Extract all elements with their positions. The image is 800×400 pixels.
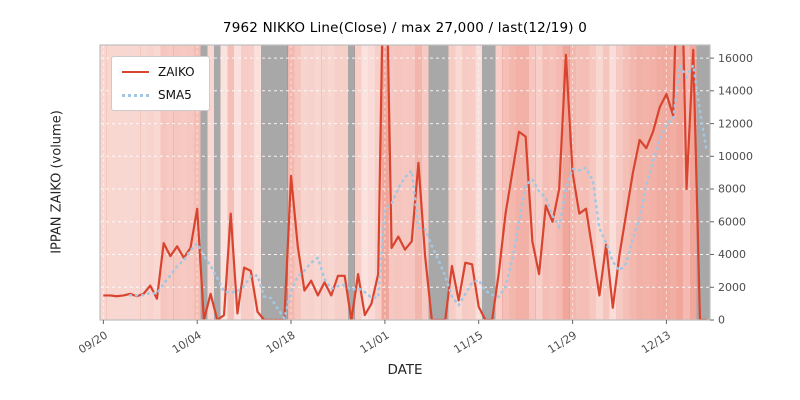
svg-text:09/20: 09/20 — [76, 329, 110, 357]
x-axis-label: DATE — [387, 362, 423, 378]
plot-spine — [99, 44, 711, 321]
svg-text:4000: 4000 — [718, 248, 746, 261]
svg-text:2000: 2000 — [718, 281, 746, 294]
chart-title: 7962 NIKKO Line(Close) / max 27,000 / la… — [222, 20, 588, 36]
svg-text:12000: 12000 — [718, 117, 753, 130]
y-axis-label: IPPAN ZAIKO (volume) — [49, 110, 65, 254]
legend-item-zaiko: ZAIKO — [122, 65, 195, 79]
legend-label-sma5: SMA5 — [158, 88, 192, 102]
svg-text:11/01: 11/01 — [358, 329, 392, 357]
zaiko-line-sample-icon — [122, 71, 149, 73]
svg-text:10/18: 10/18 — [264, 329, 298, 357]
svg-text:11/15: 11/15 — [452, 329, 486, 357]
series-lines — [103, 45, 708, 320]
svg-text:0: 0 — [718, 314, 725, 327]
svg-text:11/29: 11/29 — [545, 329, 579, 357]
svg-text:14000: 14000 — [718, 85, 753, 98]
legend-label-zaiko: ZAIKO — [158, 65, 195, 79]
legend-item-sma5: SMA5 — [122, 88, 195, 102]
svg-text:16000: 16000 — [718, 52, 753, 65]
zaiko-line — [103, 45, 707, 320]
x-axis: 09/20 10/04 10/18 11/01 11/15 11/29 12/13 — [76, 320, 673, 356]
legend: ZAIKO SMA5 — [111, 56, 210, 111]
sma5-line-sample-icon — [122, 93, 149, 97]
svg-text:10/04: 10/04 — [170, 329, 204, 357]
svg-text:8000: 8000 — [718, 183, 746, 196]
svg-text:12/13: 12/13 — [639, 329, 673, 357]
gridlines — [100, 45, 710, 321]
y-axis: 0 2000 4000 6000 8000 10000 12000 14000 16000 — [710, 52, 753, 327]
svg-text:6000: 6000 — [718, 216, 746, 229]
svg-text:10000: 10000 — [718, 150, 753, 163]
sma5-line — [128, 61, 708, 320]
